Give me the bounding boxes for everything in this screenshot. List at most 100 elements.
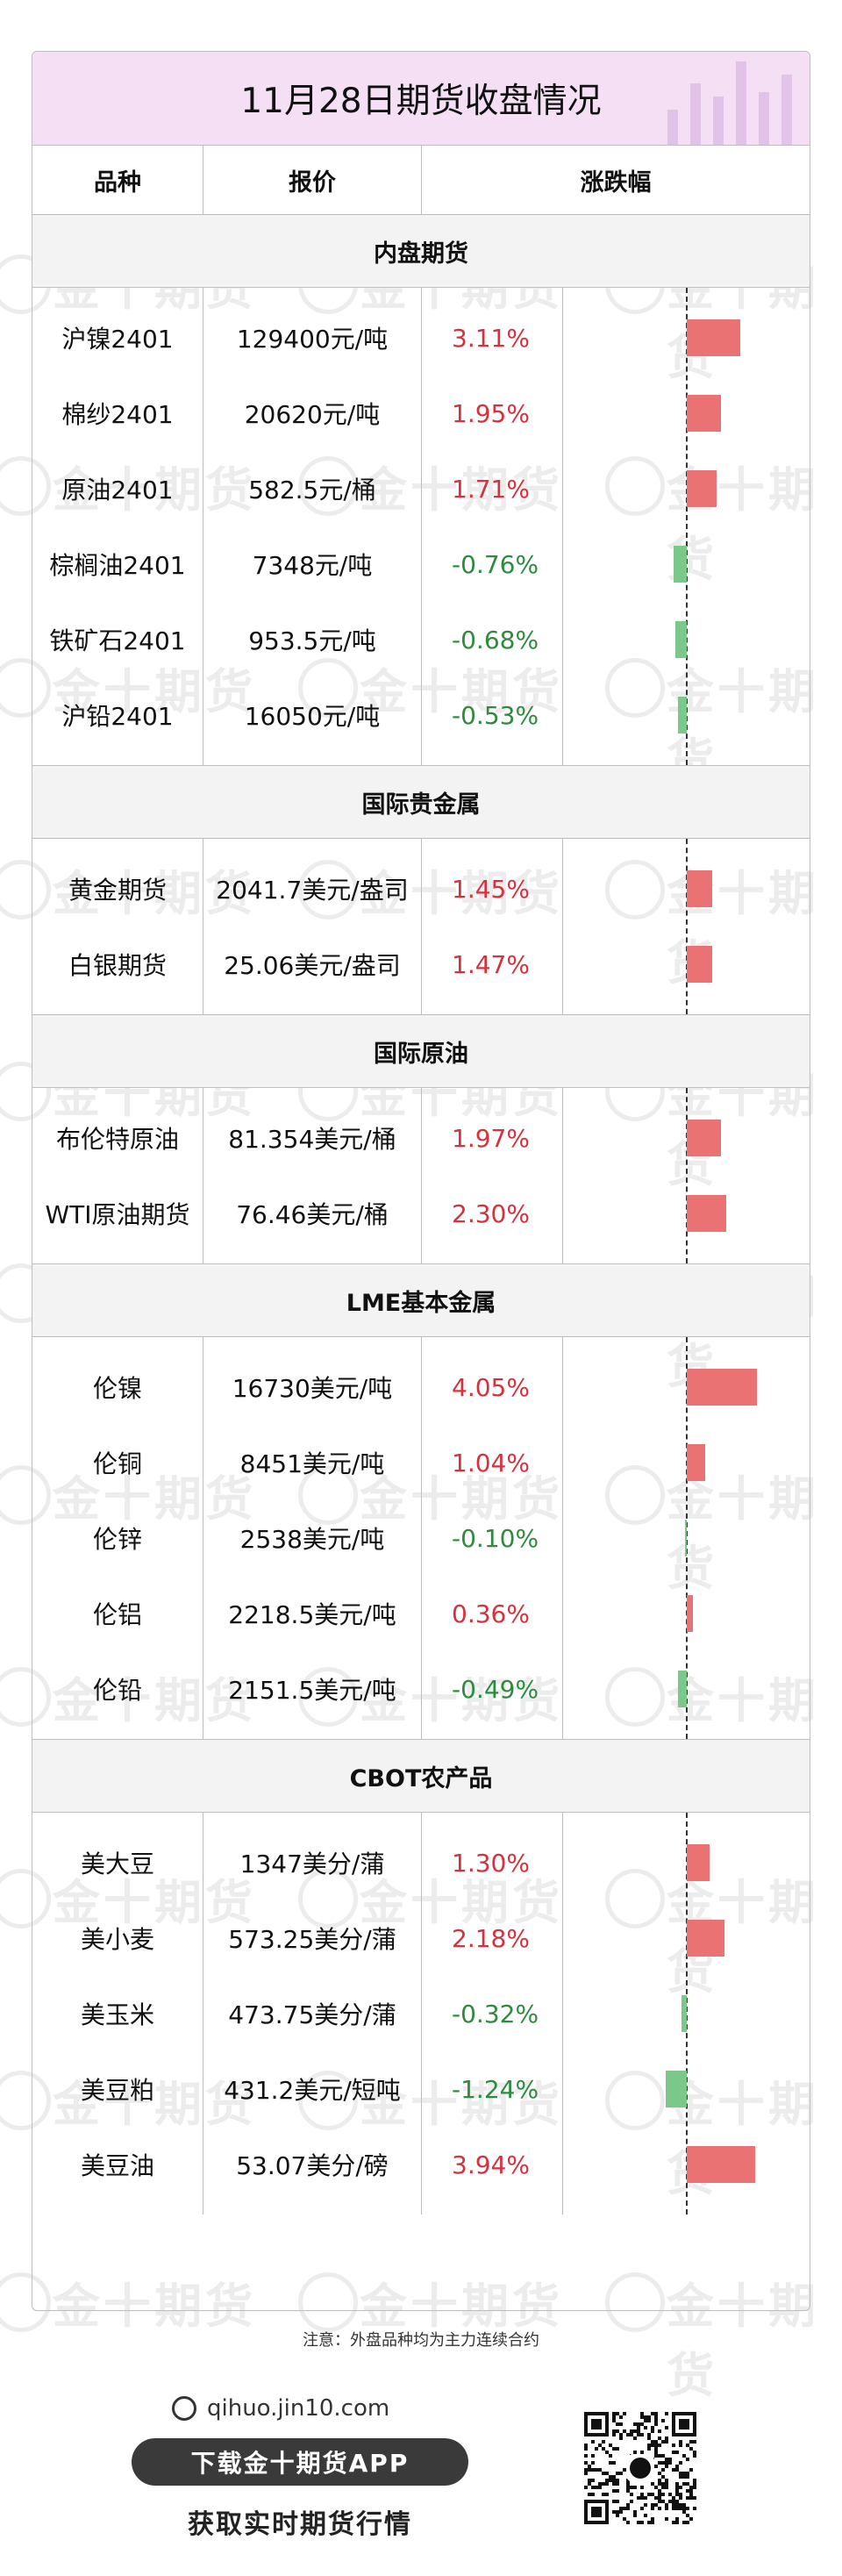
section-header: 国际贵金属 — [32, 766, 810, 839]
section-rows: 布伦特原油 WTI原油期货 81.354美元/桶 76.46美元/桶 1.97% 2.30… — [32, 1088, 810, 1264]
variety-name: 沪镍2401 — [61, 325, 174, 354]
candlestick-decoration — [667, 61, 792, 145]
change-bar — [687, 2146, 755, 2183]
variety-name: 伦铜 — [92, 1449, 142, 1478]
change-value: -0.32% — [452, 1999, 539, 2029]
change-bar — [687, 870, 712, 907]
variety-name: 伦铝 — [92, 1600, 142, 1629]
change-bar — [687, 1444, 705, 1481]
futures-table-card: 11月28日期货收盘情况 品种 报价 涨跌幅 内盘期货 沪镍2401 棉纱2401 原… — [32, 51, 810, 2311]
slogan: 获取实时期货行情 — [188, 2509, 412, 2540]
section-rows: 美大豆 美小麦 美玉米 美豆粕 美豆油 1347美分/蒲 573.25美分/蒲 473.75美… — [32, 1813, 810, 2215]
price-value: 20620元/吨 — [244, 400, 381, 429]
change-value: 2.30% — [452, 1199, 530, 1228]
variety-name: 布伦特原油 — [55, 1125, 179, 1154]
price-value: 2151.5美元/吨 — [228, 1676, 396, 1705]
bar-cell — [563, 1900, 810, 1976]
price-value: 53.07美分/磅 — [236, 2151, 389, 2180]
bar-cell — [563, 2127, 810, 2202]
change-bar — [681, 1995, 687, 2032]
change-value: 2.18% — [452, 1923, 530, 1953]
price-value: 16050元/吨 — [244, 702, 381, 731]
change-value: 1.71% — [452, 474, 530, 504]
change-value: 3.11% — [452, 323, 530, 353]
price-column: 129400元/吨 20620元/吨 582.5元/桶 7348元/吨 953.5元/吨… — [203, 288, 422, 765]
variety-name: 棕榈油2401 — [49, 551, 186, 580]
variety-name: 白银期货 — [68, 951, 167, 980]
bar-cell — [563, 1651, 810, 1727]
price-value: 1347美分/蒲 — [239, 1850, 385, 1878]
site-url: qihuo.jin10.com — [207, 2395, 390, 2422]
zero-axis-line — [686, 1813, 688, 2215]
zero-axis-line — [686, 1337, 688, 1739]
variety-name: 伦锌 — [92, 1525, 142, 1554]
page-title: 11月28日期货收盘情况 — [240, 82, 602, 121]
zero-axis-line — [686, 839, 688, 1014]
price-value: 2538美元/吨 — [239, 1525, 385, 1554]
variety-name: 美玉米 — [80, 2000, 154, 2029]
change-bar — [687, 1369, 757, 1406]
change-bar — [687, 1920, 725, 1957]
name-column: 美大豆 美小麦 美玉米 美豆粕 美豆油 — [32, 1813, 203, 2215]
zero-axis-line — [686, 1088, 688, 1263]
table-header: 品种 报价 涨跌幅 — [32, 146, 810, 215]
variety-name: 棉纱2401 — [61, 400, 174, 429]
price-value: 129400元/吨 — [236, 325, 389, 354]
variety-name: 黄金期货 — [68, 876, 167, 905]
bar-cell — [563, 526, 810, 602]
price-value: 2218.5美元/吨 — [228, 1600, 396, 1629]
bar-column — [563, 288, 810, 765]
change-value: 3.94% — [452, 2150, 530, 2179]
bar-cell — [563, 1500, 810, 1576]
footnote: 注意：外盘品种均为主力连续合约 — [303, 2331, 539, 2350]
change-value: 1.30% — [452, 1848, 530, 1878]
price-value: 2041.7美元/盎司 — [216, 876, 409, 905]
price-value: 25.06美元/盎司 — [224, 951, 401, 980]
change-value: -0.10% — [452, 1523, 539, 1553]
change-value: -0.68% — [452, 625, 539, 655]
section-header: 国际原油 — [32, 1015, 810, 1088]
bar-column — [563, 1813, 810, 2215]
change-value: 0.36% — [452, 1599, 530, 1628]
section-rows: 黄金期货 白银期货 2041.7美元/盎司 25.06美元/盎司 1.45% 1.47% — [32, 839, 810, 1015]
page-title-bar: 11月28日期货收盘情况 — [32, 52, 810, 146]
section-header: LME基本金属 — [32, 1264, 810, 1337]
change-column: 4.05% 1.04% -0.10% 0.36% -0.49% — [422, 1337, 563, 1739]
variety-name: 铁矿石2401 — [49, 626, 186, 655]
bar-cell — [563, 1425, 810, 1500]
variety-name: 沪铅2401 — [61, 702, 174, 731]
bar-cell — [563, 1349, 810, 1425]
section-header: CBOT农产品 — [32, 1740, 810, 1813]
variety-name: 伦铅 — [92, 1676, 142, 1705]
price-value: 81.354美元/桶 — [228, 1125, 396, 1154]
price-value: 16730美元/吨 — [232, 1374, 393, 1403]
bar-cell — [563, 602, 810, 677]
change-bar — [687, 319, 741, 356]
globe-icon — [172, 2396, 196, 2421]
price-column: 2041.7美元/盎司 25.06美元/盎司 — [203, 839, 422, 1014]
bar-cell — [563, 1176, 810, 1251]
bar-cell — [563, 1825, 810, 1900]
qr-code — [581, 2408, 700, 2528]
bar-cell — [563, 927, 810, 1002]
section-rows: 伦镍 伦铜 伦锌 伦铝 伦铅 16730美元/吨 8451美元/吨 2538美元/吨 2218.… — [32, 1337, 810, 1740]
bar-cell — [563, 300, 810, 376]
change-column: 3.11% 1.95% 1.71% -0.76% -0.68% -0.53% — [422, 288, 563, 765]
change-bar — [687, 470, 717, 507]
name-column: 黄金期货 白银期货 — [32, 839, 203, 1014]
price-column: 16730美元/吨 8451美元/吨 2538美元/吨 2218.5美元/吨 2151.… — [203, 1337, 422, 1739]
change-value: 4.05% — [452, 1372, 530, 1402]
change-column: 1.97% 2.30% — [422, 1088, 563, 1263]
price-value: 573.25美分/蒲 — [228, 1925, 396, 1954]
change-value: -0.49% — [452, 1674, 539, 1704]
price-value: 953.5元/吨 — [248, 626, 376, 655]
price-value: 76.46美元/桶 — [236, 1200, 389, 1229]
change-value: 1.95% — [452, 398, 530, 428]
site-link[interactable]: qihuo.jin10.com — [172, 2395, 389, 2422]
change-bar — [687, 1120, 721, 1156]
change-value: 1.04% — [452, 1448, 530, 1478]
download-app-button[interactable]: 下载金十期货APP — [132, 2438, 468, 2486]
change-bar — [687, 946, 713, 983]
bar-cell — [563, 677, 810, 753]
bar-column — [563, 1088, 810, 1263]
